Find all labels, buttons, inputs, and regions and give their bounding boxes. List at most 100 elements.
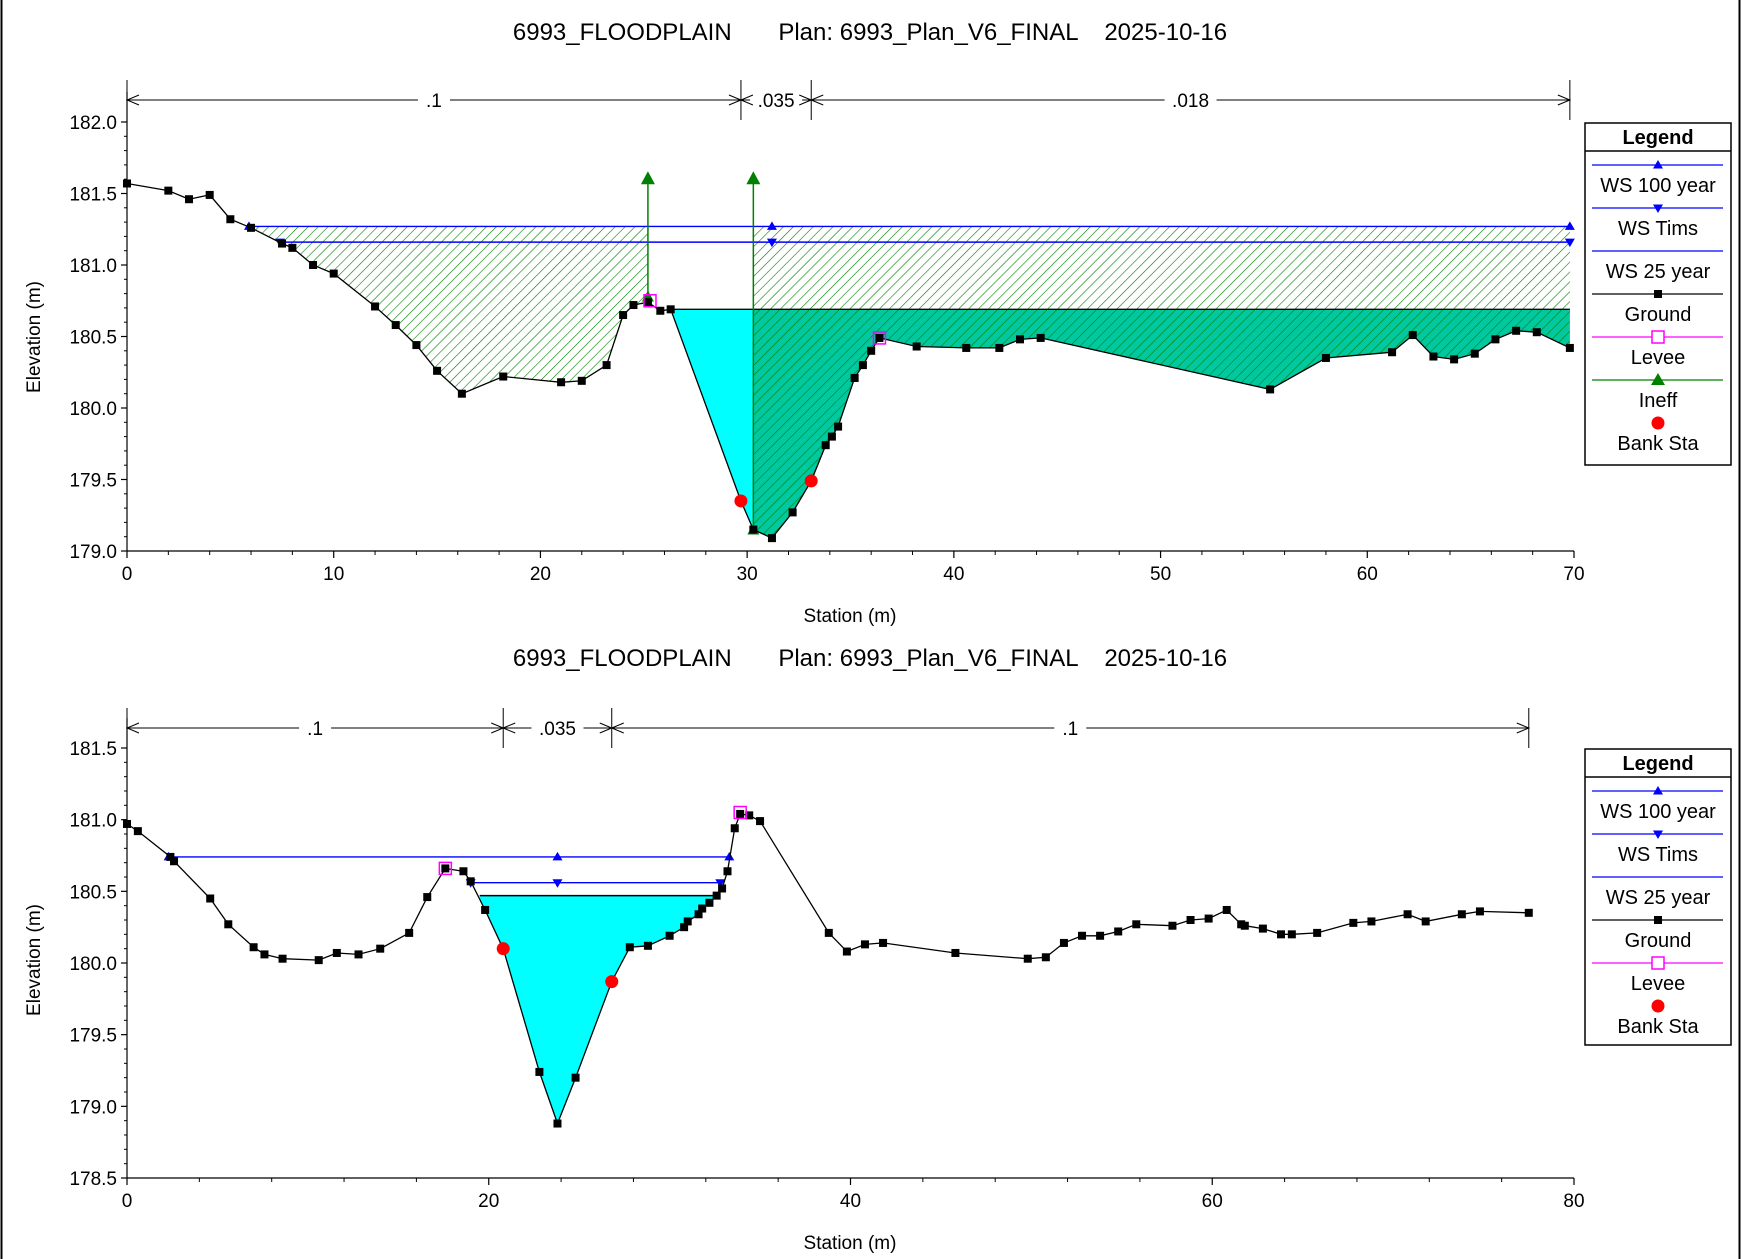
bottom-ground-polyline: [126, 813, 1529, 1126]
top-ground-polyline: [126, 182, 1571, 539]
top-y-tick-label-0: 179.0: [69, 542, 117, 563]
bottom-ground-point-66: [1475, 907, 1484, 916]
bottom-x-tick-label-2: 40: [840, 1191, 861, 1212]
top-legend-marker-ws-100-year: [1653, 160, 1663, 169]
top-bank-station-marker-1: [804, 474, 818, 488]
bottom-ground-point-28: [683, 917, 692, 926]
top-ground-point-21: [643, 298, 652, 307]
bottom-n-value-2: .1: [1062, 719, 1078, 740]
bottom-ground-point-10: [332, 948, 341, 957]
bottom-ground-point-41: [860, 940, 869, 949]
bottom-ground-point-18: [481, 905, 490, 914]
top-ground-point-1: [164, 186, 173, 195]
top-cross-section-plot: 6993_FLOODPLAIN Plan: 6993_Plan_V6_FINAL…: [24, 19, 1732, 627]
top-legend-title: Legend: [1622, 127, 1693, 149]
bottom-ground-point-30: [698, 904, 707, 913]
bottom-ground-point-36: [736, 809, 745, 818]
bottom-y-tick-label-1: 179.0: [69, 1097, 117, 1118]
top-ineffective-hatch-layer: [249, 226, 1570, 539]
top-ground-point-39: [1016, 335, 1025, 344]
top-x-tick-label-6: 60: [1357, 564, 1378, 585]
top-legend-label-ground: Ground: [1625, 304, 1692, 326]
bottom-ground-point-6: [249, 943, 258, 952]
top-ineff-top-marker-0: [640, 171, 655, 185]
top-ground-point-40: [1036, 333, 1045, 342]
bottom-y-tick-label-5: 181.0: [69, 811, 117, 832]
bottom-ground-point-57: [1258, 924, 1267, 933]
bottom-y-axis-label: Elevation (m): [24, 904, 45, 1016]
top-ground-point-25: [749, 525, 758, 534]
top-ground-point-48: [1491, 335, 1500, 344]
bottom-ws-tims-marker-1: [552, 879, 563, 888]
bottom-ground-point-14: [423, 893, 432, 902]
bottom-ground-point-25: [643, 941, 652, 950]
bottom-legend-box: [1584, 748, 1732, 1046]
bottom-ground-point-51: [1168, 921, 1177, 930]
top-ground-point-41: [1266, 385, 1275, 394]
top-ground-point-47: [1470, 349, 1479, 358]
top-legend-marker-ineff: [1651, 373, 1665, 385]
bottom-legend-label-bank-sta: Bank Sta: [1617, 1016, 1699, 1038]
bottom-ground-point-49: [1114, 927, 1123, 936]
bottom-x-tick-label-1: 20: [478, 1191, 499, 1212]
top-ground-point-14: [457, 389, 466, 398]
top-n-value-2: .018: [1172, 91, 1209, 112]
top-ground-point-44: [1408, 331, 1417, 340]
top-x-tick-label-0: 0: [122, 564, 133, 585]
bottom-manning-n-dimension-lines: .1 .035 .1: [125, 708, 1531, 748]
bottom-y-tick-label-4: 180.5: [69, 882, 117, 903]
bottom-n-value-0: .1: [307, 719, 323, 740]
bottom-levee-marker-0: [438, 861, 453, 876]
top-ground-point-50: [1532, 328, 1541, 337]
top-ground-point-46: [1450, 355, 1459, 364]
top-ground-point-19: [619, 311, 628, 320]
top-ground-point-7: [288, 243, 297, 252]
bottom-ground-point-32: [712, 891, 721, 900]
bottom-legend-label-levee: Levee: [1631, 973, 1686, 995]
bottom-ground-point-20: [535, 1067, 544, 1076]
bottom-water-layer: [479, 895, 717, 1124]
bottom-ground-point-59: [1287, 930, 1296, 939]
bottom-legend-label-ground: Ground: [1625, 930, 1692, 952]
top-hatch-left: [249, 226, 648, 394]
top-ineff-top-marker-1: [746, 171, 761, 185]
top-y-tick-label-1: 179.5: [69, 471, 117, 492]
top-ground-point-26: [767, 534, 776, 543]
top-hatch-right: [753, 226, 1570, 539]
bottom-ground-point-52: [1186, 916, 1195, 924]
bottom-ground-point-56: [1240, 921, 1249, 930]
bottom-ground-point-8: [278, 954, 287, 963]
top-ground-point-42: [1321, 353, 1330, 362]
top-ground-point-38: [995, 343, 1004, 352]
bottom-ground-point-31: [705, 898, 714, 907]
bottom-ground-point-63: [1403, 910, 1412, 919]
top-legend-marker-ws-tims: [1653, 204, 1663, 213]
bottom-ground-point-34: [723, 867, 732, 876]
bottom-ground-point-26: [665, 931, 674, 940]
top-ground-point-15: [499, 372, 508, 381]
top-ground-point-9: [329, 269, 338, 278]
top-ground-point-45: [1429, 352, 1438, 361]
bottom-ground-point-3: [170, 857, 179, 866]
bottom-ws-tims-marker-2: [715, 879, 726, 888]
top-ground-point-37: [962, 343, 971, 352]
bottom-y-tick-label-3: 180.0: [69, 954, 117, 975]
bottom-ground-point-13: [405, 928, 414, 937]
top-y-tick-label-3: 180.5: [69, 328, 117, 349]
top-ground-point-12: [412, 341, 421, 350]
bottom-ground-point-58: [1276, 930, 1285, 939]
top-y-tick-label-5: 181.5: [69, 185, 117, 206]
top-legend-marker-ground: [1654, 290, 1662, 298]
bottom-ground-point-62: [1367, 917, 1376, 926]
top-ground-point-31: [834, 422, 843, 431]
top-ground-point-2: [185, 195, 194, 204]
bottom-legend-label-ws-25-year: WS 25 year: [1606, 887, 1711, 909]
bottom-ws-100-year-marker-2: [724, 851, 735, 861]
bottom-n-value-1: .035: [539, 719, 576, 740]
bottom-bank-station-markers: [496, 942, 619, 989]
bottom-y-tick-label-6: 181.5: [69, 739, 117, 760]
top-legend-entries: WS 100 year WS Tims WS 25 year Ground Levee I…: [1592, 160, 1723, 455]
top-legend-label-ineff: Ineff: [1639, 390, 1678, 412]
top-x-tick-label-5: 50: [1150, 564, 1171, 585]
